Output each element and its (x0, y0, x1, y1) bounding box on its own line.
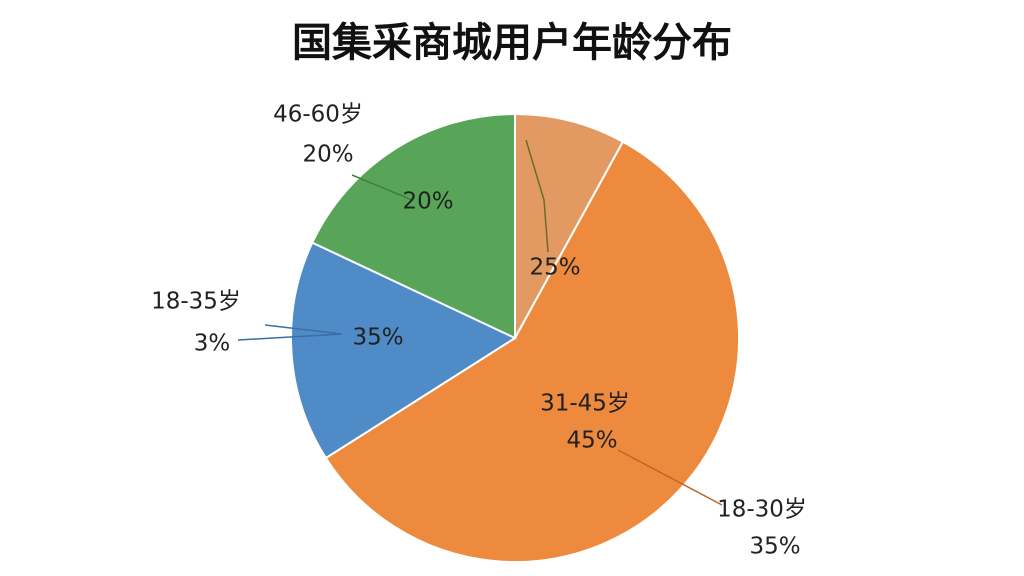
annotation: 25% (529, 255, 580, 281)
pie-slice (324, 140, 740, 563)
pie-slice (290, 241, 518, 460)
annotation: 20% (402, 189, 453, 215)
annotation: 45% (566, 428, 617, 454)
annotation: 35% (749, 534, 800, 560)
annotation: 31-45岁 (540, 391, 630, 417)
leader-line (351, 174, 413, 201)
annotations: 46-60岁 20% 20% 18-35岁 3% 35% 25% 31-45岁 45% 18-30… (151, 102, 807, 560)
leader-line (237, 333, 343, 341)
annotation: 46-60岁 (273, 102, 363, 128)
annotation: 18-30岁 (717, 497, 807, 523)
pie-slice (310, 112, 516, 340)
leader-line (525, 139, 549, 253)
annotation: 20% (302, 142, 353, 168)
annotation: 35% (352, 325, 403, 351)
annotation: 18-35岁 (151, 289, 241, 315)
slices (290, 112, 740, 563)
leader-line (617, 449, 723, 506)
annotation: 3% (194, 331, 231, 357)
pie-slice (514, 112, 625, 339)
leader-line (264, 324, 343, 335)
chart-title: 国集采商城用户年龄分布 (292, 20, 732, 66)
